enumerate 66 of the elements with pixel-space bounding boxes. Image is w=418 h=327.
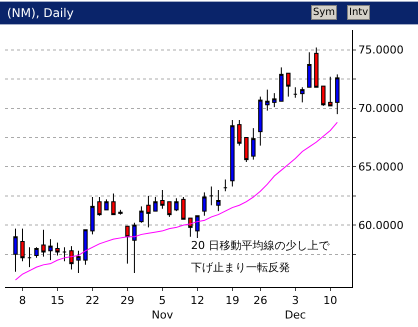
candlestick	[83, 229, 88, 266]
y-tick-label: 60.0000	[358, 218, 404, 232]
candlestick	[48, 238, 53, 261]
y-tick-label: 70.0000	[358, 102, 404, 116]
candlestick	[174, 198, 179, 212]
candlestick	[237, 119, 242, 146]
candlestick	[139, 206, 144, 224]
candlestick	[13, 228, 18, 272]
candlestick	[216, 190, 221, 212]
candlestick	[41, 229, 46, 258]
x-tick-label: 5 Nov	[152, 294, 174, 322]
candlestick	[27, 246, 32, 268]
x-tick-label: 19	[225, 294, 240, 308]
text: Intv	[349, 7, 368, 18]
x-tick-label: 26	[253, 294, 268, 308]
candlestick	[272, 92, 277, 108]
candlestick	[167, 201, 172, 218]
x-tick-label: 29	[120, 294, 134, 308]
candlestick	[132, 222, 137, 274]
annotation: 20 日移動平均線の少し上で	[191, 239, 330, 252]
candlestick	[314, 47, 319, 88]
candlestick	[62, 246, 67, 262]
candlestick	[328, 76, 333, 106]
line-series	[14, 122, 338, 280]
candlestick	[188, 218, 193, 238]
candlestick	[90, 196, 95, 235]
candlestick	[181, 196, 186, 220]
chart-title: (NM), Daily	[7, 6, 74, 20]
candlestick	[251, 128, 256, 160]
x-tick-label: 3 Dec	[284, 294, 306, 322]
y-tick-label: 65.0000	[358, 160, 404, 174]
candlestick	[293, 86, 298, 98]
candlestick	[111, 193, 116, 216]
candlestick	[202, 192, 207, 216]
candlestick	[55, 242, 60, 256]
candlestick	[223, 179, 228, 192]
candlestick	[244, 136, 249, 162]
candlestick	[300, 86, 305, 103]
x-tick-label: 8	[18, 294, 26, 308]
candlestick	[97, 196, 102, 216]
candlestick	[265, 89, 270, 112]
annotation: 下げ止まり一転反発	[191, 261, 290, 274]
candlestick	[286, 72, 291, 98]
candlestick	[104, 198, 109, 210]
candlestick	[34, 246, 39, 258]
candlestick	[118, 209, 123, 216]
text: Sym	[313, 7, 336, 18]
candlestick	[20, 228, 25, 262]
x-tick-label: 15	[50, 294, 64, 308]
candlestick	[335, 74, 340, 115]
x-tick-label: 10	[323, 294, 338, 308]
candlestick	[230, 119, 235, 188]
candlestick	[195, 215, 200, 238]
candlestick	[153, 196, 158, 212]
candlestick	[279, 66, 284, 102]
candlestick	[307, 52, 312, 88]
candlestick	[160, 190, 165, 210]
x-tick-label: 12	[190, 294, 204, 308]
candlestick	[258, 96, 263, 146]
candlestick	[146, 195, 151, 228]
candlestick	[76, 250, 81, 274]
y-tick-label: 75.0000	[358, 44, 404, 57]
candlestick	[321, 86, 326, 106]
candlestick	[125, 226, 130, 264]
x-tick-label: 22	[85, 294, 100, 308]
candlestick	[209, 186, 214, 206]
